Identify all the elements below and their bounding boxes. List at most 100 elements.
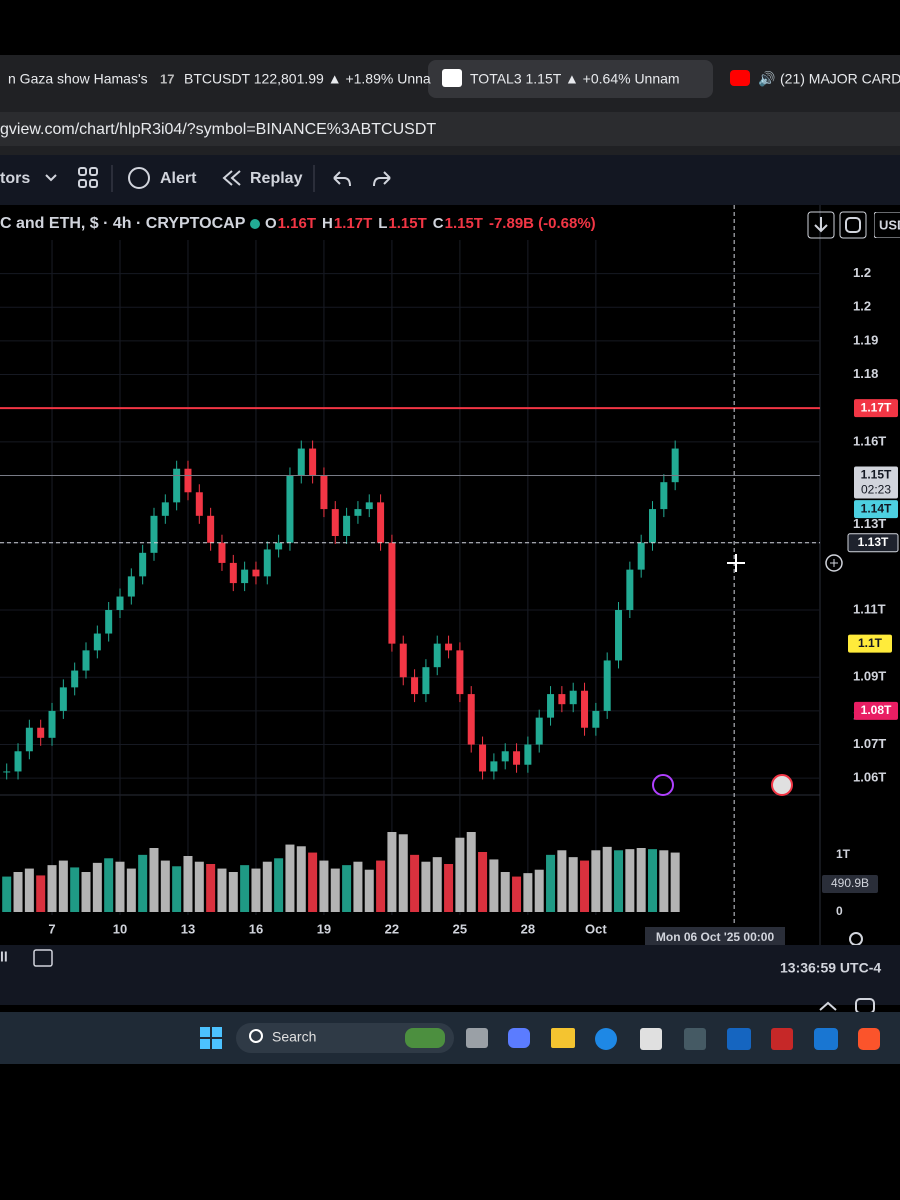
indicators-button[interactable]: tors xyxy=(0,170,30,187)
app-icon[interactable] xyxy=(595,1028,617,1050)
candle xyxy=(467,694,475,745)
volume-bar xyxy=(47,865,57,912)
volume-bar xyxy=(602,846,612,912)
volume-tick-label: 0 xyxy=(836,904,843,918)
price-badge-label: 1.08T xyxy=(861,703,892,717)
app-icon[interactable] xyxy=(684,1028,706,1050)
legend-item: O xyxy=(265,215,277,232)
candle xyxy=(59,687,67,711)
app-icon[interactable] xyxy=(640,1028,662,1050)
range-button[interactable]: ll xyxy=(0,949,8,965)
candle xyxy=(275,542,283,550)
volume-bar xyxy=(546,854,556,912)
app-icon[interactable] xyxy=(858,1028,880,1050)
volume-bar xyxy=(251,868,261,912)
candle xyxy=(105,610,113,634)
address-bar[interactable] xyxy=(0,112,900,146)
panel-toggle[interactable] xyxy=(819,1001,837,1011)
volume-bar xyxy=(172,866,182,912)
candle xyxy=(320,475,328,510)
legend-item: -7.89B (-0.68%) xyxy=(489,215,596,232)
candle xyxy=(671,448,679,483)
url[interactable]: gview.com/chart/hlpR3i04/?symbol=BINANCE… xyxy=(0,121,436,138)
volume-bar xyxy=(534,869,544,912)
volume-bar xyxy=(285,844,295,912)
price-badge-label: 1.1T xyxy=(858,636,883,650)
symbol-title[interactable]: C and ETH, $ · 4h · CRYPTOCAP xyxy=(0,215,246,232)
candle xyxy=(637,542,645,570)
price-badge-label: 1.17T xyxy=(861,400,892,414)
search-highlight xyxy=(405,1028,445,1048)
tab-title[interactable]: TOTAL3 1.15T ▲ +0.64% Unnam xyxy=(470,71,680,87)
y-tick-label: 1.13T xyxy=(853,516,886,531)
app-icon[interactable] xyxy=(771,1028,793,1050)
candle xyxy=(388,542,396,644)
flag-icon[interactable] xyxy=(771,774,793,796)
volume-bar xyxy=(24,868,34,912)
plot: 710131619222528Oct101.21.21.191.181.16T1… xyxy=(0,205,899,947)
candle xyxy=(263,549,271,577)
volume-badge xyxy=(822,874,878,893)
candle xyxy=(411,677,419,695)
layout-icon[interactable] xyxy=(78,167,98,188)
volume-bar xyxy=(2,876,12,912)
dropdown-arrow[interactable] xyxy=(45,174,57,182)
volume-bar xyxy=(648,849,658,912)
cursor-date-badge xyxy=(645,927,785,947)
currency[interactable]: USD xyxy=(879,217,900,232)
volume-bar xyxy=(466,832,476,912)
x-tick-label: Oct xyxy=(585,921,607,936)
tab-title[interactable]: n Gaza show Hamas's xyxy=(8,71,148,87)
active-tab[interactable] xyxy=(428,60,713,98)
candle xyxy=(127,576,135,597)
start-button[interactable] xyxy=(200,1027,222,1049)
replay-button[interactable]: Replay xyxy=(250,170,303,187)
price-badge xyxy=(848,634,892,653)
redo[interactable] xyxy=(373,171,391,187)
price-badge-label: 1.14T xyxy=(861,501,892,515)
candle xyxy=(331,509,339,536)
tab-title[interactable]: BTCUSDT 122,801.99 ▲ +1.89% Unna xyxy=(184,71,431,87)
candle xyxy=(252,569,260,577)
replay-icon[interactable] xyxy=(222,170,241,186)
candle xyxy=(161,502,169,516)
volume-bar xyxy=(512,876,522,912)
candle xyxy=(547,694,555,718)
date-range-icon[interactable] xyxy=(33,949,53,967)
tab-title[interactable]: (21) MAJOR CARDA xyxy=(780,71,900,87)
app-icon[interactable] xyxy=(551,1028,575,1048)
candle xyxy=(184,468,192,493)
legend-item: L xyxy=(378,215,387,232)
scroll-button[interactable] xyxy=(807,211,835,239)
legend-item: 1.16T xyxy=(278,215,316,232)
search-box[interactable] xyxy=(236,1023,454,1053)
event-icon[interactable] xyxy=(652,774,674,796)
candle xyxy=(433,643,441,668)
volume-bar xyxy=(319,860,329,912)
add-button[interactable] xyxy=(825,554,843,572)
volume-bar xyxy=(364,869,374,912)
app-icon[interactable] xyxy=(508,1028,530,1048)
y-tick-label: 1.19 xyxy=(853,332,878,347)
price-badge xyxy=(854,500,898,519)
candle xyxy=(3,771,11,773)
volume-bar xyxy=(591,850,601,912)
app-icon[interactable] xyxy=(466,1028,488,1048)
undo[interactable] xyxy=(333,171,351,187)
volume-bar xyxy=(70,867,80,912)
alert-button[interactable]: Alert xyxy=(160,170,197,187)
app-icon[interactable] xyxy=(727,1028,751,1050)
search-placeholder[interactable]: Search xyxy=(272,1029,316,1045)
cursor-date: Mon 06 Oct '25 00:00 xyxy=(656,930,775,944)
tab-icon: 17 xyxy=(160,71,174,86)
cursor xyxy=(727,554,745,572)
candle xyxy=(479,744,487,772)
volume-bar xyxy=(489,859,499,912)
volume-bar xyxy=(160,860,170,912)
alert-icon[interactable] xyxy=(128,167,150,189)
app-icon[interactable] xyxy=(814,1028,838,1050)
sync-button[interactable] xyxy=(839,211,867,239)
candle xyxy=(649,509,657,543)
volume-bar xyxy=(206,864,216,912)
